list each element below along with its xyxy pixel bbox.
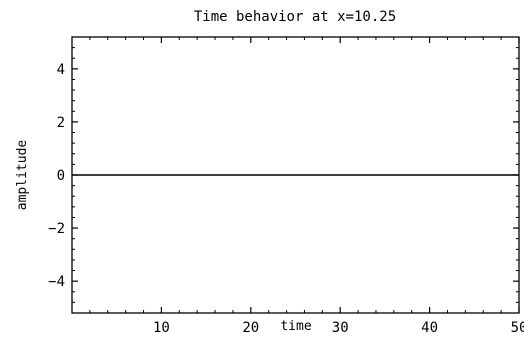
chart-title: Time behavior at x=10.25 [194, 9, 396, 25]
x-axis-label: time [280, 319, 311, 334]
y-axis-label: amplitude [15, 140, 30, 211]
x-tick-label: 50 [511, 320, 524, 336]
x-tick-label: 30 [332, 320, 349, 336]
y-tick-labels: 4 2 0 −2 −4 [48, 62, 65, 290]
y-tick-label: −2 [48, 221, 65, 237]
y-tick-label: 2 [57, 115, 65, 131]
y-tick-label: −4 [48, 274, 65, 290]
y-tick-label: 4 [57, 62, 65, 78]
x-tick-label: 10 [153, 320, 170, 336]
x-tick-label: 20 [242, 320, 259, 336]
plot-frame [71, 36, 520, 314]
y-tick-label: 0 [57, 168, 65, 184]
x-tick-label: 40 [421, 320, 438, 336]
x-tick-labels: 10 20 30 40 50 [153, 320, 524, 336]
